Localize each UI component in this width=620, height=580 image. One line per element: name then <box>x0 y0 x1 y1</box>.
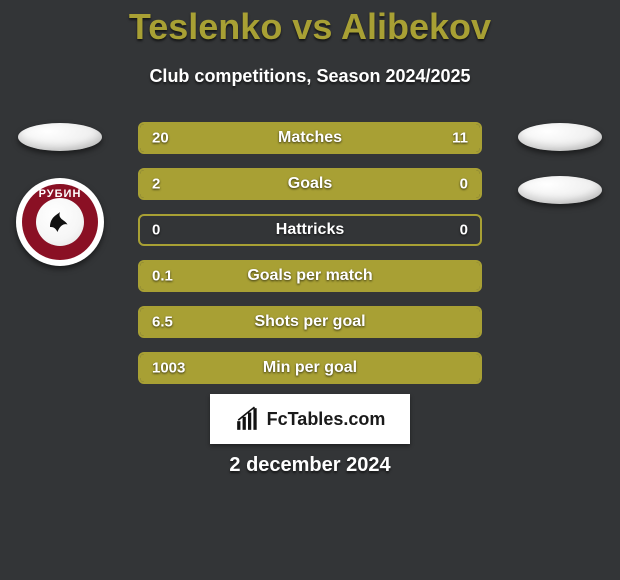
brand-text: FcTables.com <box>267 409 386 430</box>
brand-box: FcTables.com <box>210 394 410 444</box>
stat-label: Hattricks <box>276 221 344 239</box>
crest-emblem-icon <box>45 207 75 237</box>
stat-row: 20 Matches 11 <box>138 122 482 154</box>
stats-rows: 20 Matches 11 2 Goals 0 0 Hattricks 0 0.1 Goals pe… <box>138 122 482 398</box>
player-left-badge-1 <box>18 123 102 151</box>
club-crest: РУБИН <box>16 178 104 266</box>
player-right-badge-2 <box>518 176 602 204</box>
stat-value-right: 11 <box>452 130 468 147</box>
stat-label: Goals <box>288 175 332 193</box>
stat-label: Goals per match <box>247 267 372 285</box>
stat-label: Shots per goal <box>254 313 365 331</box>
stat-label: Matches <box>278 129 342 147</box>
stat-value-left: 0.1 <box>152 268 173 285</box>
page-title: Teslenko vs Alibekov <box>0 0 620 48</box>
subtitle: Club competitions, Season 2024/2025 <box>0 66 620 87</box>
stat-row: 6.5 Shots per goal <box>138 306 482 338</box>
stat-value-left: 2 <box>152 176 160 193</box>
stat-row: 0.1 Goals per match <box>138 260 482 292</box>
stat-value-left: 0 <box>152 222 160 239</box>
stat-value-left: 6.5 <box>152 314 173 331</box>
stat-value-left: 20 <box>152 130 169 147</box>
stat-value-right: 0 <box>460 222 468 239</box>
stat-value-right: 0 <box>460 176 468 193</box>
stat-row: 1003 Min per goal <box>138 352 482 384</box>
date-text: 2 december 2024 <box>229 454 390 477</box>
player-right-badge-1 <box>518 123 602 151</box>
stat-label: Min per goal <box>263 359 357 377</box>
stat-fill-left <box>140 170 395 198</box>
stat-row: 2 Goals 0 <box>138 168 482 200</box>
stat-value-left: 1003 <box>152 360 185 377</box>
stat-row: 0 Hattricks 0 <box>138 214 482 246</box>
brand-logo-icon <box>235 406 261 432</box>
